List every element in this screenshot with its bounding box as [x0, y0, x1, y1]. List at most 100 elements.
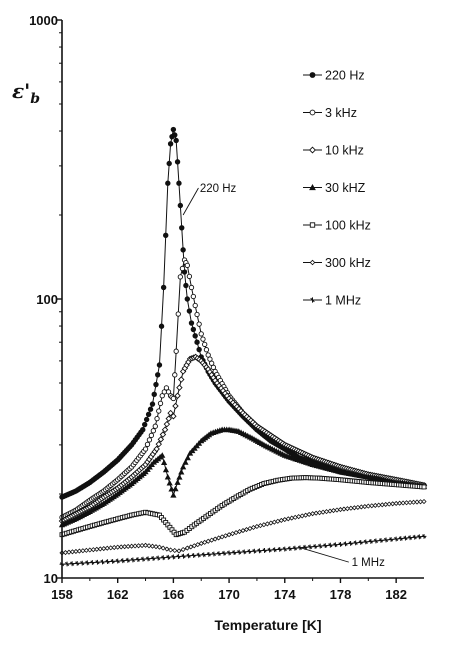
data-point — [173, 137, 179, 144]
data-point — [412, 534, 418, 540]
data-point — [115, 544, 121, 550]
data-point — [184, 545, 190, 551]
series-300-khz — [59, 498, 427, 556]
data-point — [177, 202, 184, 209]
data-point — [400, 500, 406, 506]
data-point — [129, 543, 135, 549]
data-point — [89, 560, 95, 565]
legend-label: 3 kHz — [325, 106, 357, 120]
data-point — [184, 454, 191, 461]
data-point — [176, 384, 183, 391]
data-point — [206, 551, 212, 557]
data-point — [176, 554, 181, 559]
data-point — [125, 543, 131, 550]
data-point — [84, 560, 90, 566]
legend-entry: 30 kHZ — [303, 181, 366, 195]
data-point — [236, 549, 242, 555]
data-point — [417, 499, 424, 505]
data-point — [156, 408, 162, 414]
data-point — [183, 282, 189, 289]
legend-entry: 220 Hz — [303, 69, 365, 83]
data-point — [180, 247, 186, 253]
data-point — [188, 284, 195, 291]
data-point — [110, 558, 116, 564]
data-point — [160, 545, 166, 551]
data-point — [388, 537, 394, 542]
data-point — [267, 547, 272, 553]
data-point — [153, 544, 159, 550]
data-point — [172, 372, 178, 378]
data-point — [165, 554, 171, 560]
data-point — [180, 463, 187, 470]
data-point — [398, 536, 404, 541]
data-point — [64, 561, 70, 567]
data-point — [307, 544, 313, 550]
data-point — [292, 545, 298, 551]
data-point — [144, 441, 151, 448]
data-point — [216, 551, 222, 557]
data-point — [327, 542, 333, 548]
data-point — [145, 556, 151, 562]
legend-label: 300 kHz — [325, 256, 371, 270]
data-point — [150, 556, 156, 561]
annotations: 220 Hz 1 MHz — [182, 183, 385, 569]
y-tick-label: 10 — [44, 571, 58, 586]
data-point — [132, 543, 138, 549]
x-tick-label: 178 — [330, 587, 352, 602]
data-point — [164, 546, 170, 552]
data-point — [168, 547, 174, 553]
axes: 10 100 1000 158 162 166 170 174 178 182 — [29, 13, 424, 602]
data-point — [159, 431, 167, 438]
data-point — [363, 539, 369, 545]
data-point — [403, 535, 408, 541]
data-point — [251, 548, 257, 554]
legend-marker — [309, 259, 316, 266]
data-point — [186, 273, 193, 280]
data-point — [393, 536, 399, 542]
data-point — [100, 559, 105, 565]
data-point — [118, 544, 124, 550]
data-point — [164, 473, 171, 480]
data-point — [149, 543, 156, 549]
data-point — [160, 555, 166, 561]
data-point — [159, 452, 166, 458]
data-point — [378, 538, 384, 543]
data-point — [146, 543, 152, 549]
data-point — [188, 544, 194, 550]
data-point — [262, 548, 267, 553]
data-point — [416, 534, 422, 540]
data-point — [190, 293, 196, 300]
annotation-leader — [298, 546, 349, 563]
data-point — [322, 543, 328, 549]
series-100-khz — [59, 475, 427, 538]
data-point — [176, 180, 182, 186]
data-point — [136, 543, 142, 549]
data-point — [216, 535, 222, 541]
data-point — [174, 479, 181, 485]
data-point — [241, 549, 247, 555]
data-point — [184, 262, 190, 269]
data-point — [338, 541, 343, 547]
data-point — [196, 321, 202, 327]
data-point — [421, 533, 427, 539]
data-point — [142, 421, 148, 428]
data-point — [74, 560, 80, 566]
data-point — [407, 535, 413, 541]
data-point — [421, 484, 427, 490]
data-point — [142, 446, 149, 452]
data-point — [176, 474, 183, 480]
data-point — [170, 413, 177, 420]
data-point — [178, 468, 185, 475]
data-point — [397, 500, 403, 506]
data-point — [421, 498, 427, 505]
data-point — [172, 402, 179, 410]
data-point — [125, 557, 131, 563]
data-point — [158, 323, 165, 329]
data-point — [201, 552, 207, 558]
data-point — [161, 426, 169, 433]
legend-entry: 300 kHz — [303, 256, 371, 270]
data-point — [223, 533, 229, 539]
data-point — [130, 557, 136, 563]
data-point — [393, 500, 399, 507]
